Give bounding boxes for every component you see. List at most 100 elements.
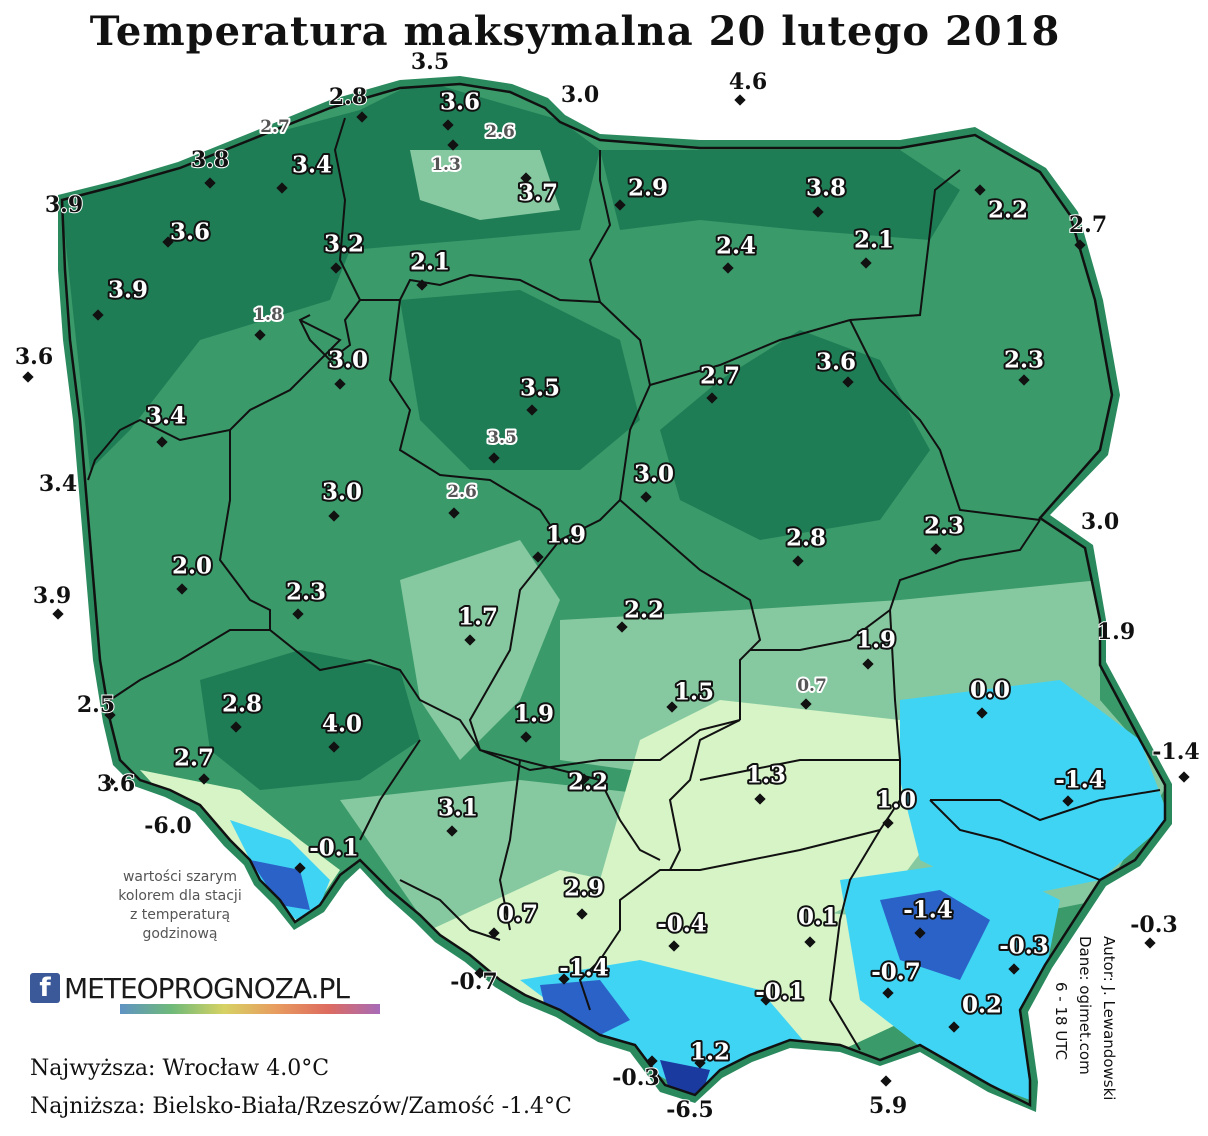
station-marker	[292, 608, 304, 620]
station-marker	[614, 199, 626, 211]
station-marker	[204, 177, 216, 189]
station-marker	[1144, 937, 1156, 949]
station-marker	[52, 608, 64, 620]
station-marker	[162, 236, 174, 248]
station-marker	[330, 262, 342, 274]
station-value: 3.0	[634, 461, 674, 488]
station-value: 2.9	[564, 875, 604, 902]
meteoprognoza-logo[interactable]: f METEOPROGNOZA.PL	[30, 968, 350, 1008]
station-value: 0.7	[797, 676, 827, 696]
station-value: 3.0	[322, 479, 362, 506]
highest-temp: Najwyższa: Wrocław 4.0°C	[30, 1056, 330, 1081]
station-value: 3.8	[806, 175, 846, 202]
station-marker	[646, 1055, 658, 1067]
station-value: 3.5	[411, 49, 449, 75]
station-value: 1.2	[690, 1039, 730, 1066]
station-value: 3.7	[518, 180, 558, 207]
station-value: -0.3	[1130, 912, 1177, 938]
station-marker	[974, 184, 986, 196]
station-marker	[254, 329, 266, 341]
station-marker	[880, 1075, 892, 1087]
station-marker	[706, 392, 718, 404]
station-value: -0.7	[450, 969, 497, 995]
station-value: 1.9	[514, 701, 554, 728]
station-value: 3.5	[520, 375, 560, 402]
station-marker	[812, 206, 824, 218]
station-value: -0.1	[755, 979, 805, 1006]
station-value: 2.1	[854, 227, 894, 254]
station-value: -1.4	[559, 955, 609, 982]
station-value: -0.4	[657, 911, 707, 938]
station-labels: 3.5 3.0 4.6 2.8 3.6 2.7 2.6 1.3 3.8 3.4 3.7 2.9 3.8 2…	[14, 48, 1201, 1124]
station-marker	[448, 507, 460, 519]
station-value: 2.2	[568, 769, 608, 796]
station-marker	[882, 817, 894, 829]
station-marker	[22, 371, 34, 383]
station-value: -0.3	[612, 1065, 659, 1091]
station-marker	[520, 731, 532, 743]
station-marker	[558, 973, 570, 985]
station-marker	[792, 555, 804, 567]
station-marker	[804, 936, 816, 948]
station-value: 0.7	[498, 901, 538, 928]
station-marker	[578, 773, 590, 785]
voivodeship-borders	[87, 117, 1161, 1051]
station-value: 2.6	[447, 482, 477, 502]
station-value: 3.8	[191, 147, 229, 173]
station-value: 3.4	[146, 403, 186, 430]
station-marker	[722, 262, 734, 274]
station-marker	[860, 257, 872, 269]
station-value: 3.4	[292, 152, 332, 179]
station-value: 1.8	[253, 305, 283, 325]
station-value: 3.6	[97, 771, 135, 797]
station-value: 0.2	[962, 992, 1002, 1019]
station-value: 1.7	[458, 604, 498, 631]
credit-time: 6 - 18 UTC	[1052, 982, 1070, 1061]
brand-text: METEOPROGNOZA.PL	[64, 971, 350, 1005]
station-value: 0.1	[798, 904, 838, 931]
station-value: -1.4	[1152, 739, 1199, 765]
station-value: 4.0	[322, 711, 362, 738]
station-value: 4.6	[729, 69, 767, 95]
station-marker	[446, 825, 458, 837]
station-value: 1.9	[1097, 619, 1135, 645]
station-value: 3.6	[15, 344, 53, 370]
station-marker	[666, 701, 678, 713]
station-value: 3.9	[45, 192, 83, 218]
station-value: 2.7	[1069, 212, 1107, 238]
station-value: 3.5	[487, 428, 517, 448]
station-marker	[862, 658, 874, 670]
station-value: 2.7	[260, 117, 290, 137]
station-value: -0.3	[999, 933, 1049, 960]
station-value: 3.0	[328, 347, 368, 374]
station-value: -6.0	[144, 813, 191, 839]
station-value: 2.8	[786, 525, 826, 552]
station-value: 3.4	[39, 471, 77, 497]
station-value: 2.6	[485, 122, 515, 142]
station-marker	[930, 543, 942, 555]
station-marker	[754, 793, 766, 805]
station-value: 3.6	[170, 219, 210, 246]
station-value: 1.3	[746, 762, 786, 789]
station-marker	[1178, 771, 1190, 783]
station-marker	[694, 1057, 706, 1069]
station-marker	[734, 94, 746, 106]
station-marker	[882, 987, 894, 999]
station-marker	[334, 378, 346, 390]
station-marker	[294, 862, 306, 874]
station-value: 0.0	[970, 677, 1010, 704]
station-value: -0.1	[309, 835, 359, 862]
station-marker	[474, 967, 486, 979]
station-value: 2.3	[1004, 347, 1044, 374]
station-value: 1.3	[431, 155, 461, 175]
station-marker	[800, 698, 812, 710]
station-value: 3.6	[440, 89, 480, 116]
station-value: 2.7	[174, 745, 214, 772]
station-marker	[488, 927, 500, 939]
station-marker	[760, 994, 772, 1006]
station-value: -0.7	[871, 959, 921, 986]
station-marker	[176, 583, 188, 595]
facebook-icon[interactable]: f	[30, 973, 60, 1003]
credit-data: Dane: ogimet.com	[1076, 936, 1094, 1075]
